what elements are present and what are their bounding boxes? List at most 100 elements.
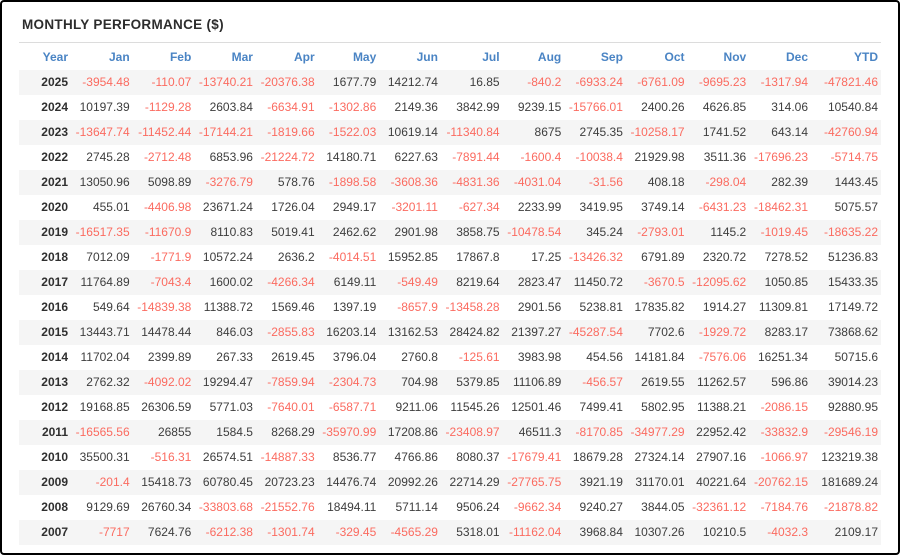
value-cell: 10572.24 bbox=[202, 250, 253, 264]
value-cell: -125.61 bbox=[458, 350, 500, 364]
value-cell: -329.45 bbox=[335, 525, 377, 539]
column-header-ytd[interactable]: YTD bbox=[854, 50, 878, 64]
value-cell: -11452.44 bbox=[138, 125, 192, 139]
value-cell: 8536.77 bbox=[332, 450, 377, 464]
value-cell: 21397.27 bbox=[511, 325, 562, 339]
value-cell: 6791.89 bbox=[641, 250, 685, 264]
value-cell: 28424.82 bbox=[449, 325, 500, 339]
table-row: 2012 19168.85 26306.59 5771.03 -7640.01 -6587… bbox=[19, 395, 881, 420]
value-cell: 3968.84 bbox=[579, 525, 623, 539]
value-cell: -34977.29 bbox=[630, 425, 685, 439]
value-cell: -17696.23 bbox=[753, 150, 808, 164]
value-cell: 15952.85 bbox=[387, 250, 438, 264]
value-cell: 40221.64 bbox=[696, 475, 747, 489]
column-header-jan[interactable]: Jan bbox=[108, 50, 130, 64]
value-cell: 2619.55 bbox=[641, 375, 685, 389]
value-cell: 22714.29 bbox=[449, 475, 500, 489]
column-header-feb[interactable]: Feb bbox=[169, 50, 192, 64]
value-cell: 3858.75 bbox=[456, 225, 500, 239]
value-cell: -42760.94 bbox=[823, 125, 878, 139]
value-cell: -9662.34 bbox=[513, 500, 562, 514]
column-header-jul[interactable]: Jul bbox=[482, 50, 500, 64]
value-cell: 9129.69 bbox=[86, 500, 130, 514]
value-cell: -29546.19 bbox=[823, 425, 878, 439]
column-header-aug[interactable]: Aug bbox=[537, 50, 562, 64]
value-cell: 27324.14 bbox=[634, 450, 685, 464]
year-cell: 2008 bbox=[41, 500, 68, 514]
value-cell: -110.07 bbox=[151, 75, 192, 89]
value-cell: -20762.15 bbox=[753, 475, 808, 489]
column-header-year[interactable]: Year bbox=[42, 50, 68, 64]
value-cell: 3983.98 bbox=[517, 350, 562, 364]
value-cell: -1019.45 bbox=[760, 225, 808, 239]
value-cell: -18462.31 bbox=[753, 200, 808, 214]
year-cell: 2007 bbox=[41, 525, 68, 539]
year-cell: 2014 bbox=[41, 350, 68, 364]
year-cell: 2009 bbox=[41, 475, 68, 489]
value-cell: 8219.64 bbox=[456, 275, 500, 289]
value-cell: 46511.3 bbox=[518, 425, 562, 439]
value-cell: -16517.35 bbox=[75, 225, 130, 239]
value-cell: -2712.48 bbox=[143, 150, 192, 164]
value-cell: -1929.72 bbox=[698, 325, 747, 339]
value-cell: -6431.23 bbox=[698, 200, 747, 214]
year-cell: 2018 bbox=[41, 250, 68, 264]
value-cell: 2636.2 bbox=[277, 250, 315, 264]
value-cell: 6853.96 bbox=[209, 150, 253, 164]
value-cell: 17835.82 bbox=[634, 300, 685, 314]
value-cell: 14181.84 bbox=[634, 350, 685, 364]
value-cell: -7859.94 bbox=[267, 375, 315, 389]
value-cell: -9695.23 bbox=[698, 75, 747, 89]
value-cell: -11162.04 bbox=[508, 525, 562, 539]
column-header-sep[interactable]: Sep bbox=[600, 50, 623, 64]
value-cell: -13647.74 bbox=[75, 125, 130, 139]
value-cell: 846.03 bbox=[216, 325, 253, 339]
value-cell: -2793.01 bbox=[637, 225, 685, 239]
column-header-oct[interactable]: Oct bbox=[664, 50, 685, 64]
year-cell: 2011 bbox=[41, 425, 68, 439]
value-cell: -8657.9 bbox=[397, 300, 438, 314]
value-cell: 2462.62 bbox=[332, 225, 377, 239]
value-cell: -627.34 bbox=[458, 200, 500, 214]
column-header-mar[interactable]: Mar bbox=[231, 50, 253, 64]
value-cell: -6761.09 bbox=[637, 75, 685, 89]
value-cell: -1301.74 bbox=[267, 525, 315, 539]
value-cell: -2855.83 bbox=[267, 325, 315, 339]
value-cell: -5714.75 bbox=[830, 150, 878, 164]
value-cell: 3511.36 bbox=[703, 150, 747, 164]
column-header-jun[interactable]: Jun bbox=[416, 50, 438, 64]
table-row: 2020 455.01 -4406.98 23671.24 1726.04 2949.17… bbox=[19, 195, 881, 220]
value-cell: 9211.06 bbox=[395, 400, 438, 414]
value-cell: 2901.98 bbox=[394, 225, 438, 239]
value-cell: 267.33 bbox=[216, 350, 253, 364]
column-header-dec[interactable]: Dec bbox=[785, 50, 808, 64]
value-cell: 11309.81 bbox=[758, 300, 808, 314]
value-cell: 3921.19 bbox=[579, 475, 623, 489]
year-cell: 2013 bbox=[41, 375, 68, 389]
value-cell: -17144.21 bbox=[198, 125, 253, 139]
value-cell: -549.49 bbox=[397, 275, 438, 289]
value-cell: -3670.5 bbox=[643, 275, 685, 289]
value-cell: 1584.5 bbox=[216, 425, 253, 439]
column-header-may[interactable]: May bbox=[352, 50, 377, 64]
value-cell: -12095.62 bbox=[692, 275, 747, 289]
value-cell: 16203.14 bbox=[326, 325, 377, 339]
value-cell: 2109.17 bbox=[834, 525, 878, 539]
value-cell: 18679.28 bbox=[572, 450, 623, 464]
table-body: 2025 -3954.48 -110.07 -13740.21 -20376.38 167… bbox=[19, 70, 881, 545]
value-cell: 17208.86 bbox=[387, 425, 438, 439]
value-cell: 15433.35 bbox=[827, 275, 878, 289]
value-cell: 454.56 bbox=[586, 350, 623, 364]
value-cell: -1522.03 bbox=[328, 125, 377, 139]
column-header-nov[interactable]: Nov bbox=[723, 50, 747, 64]
value-cell: -6212.38 bbox=[205, 525, 253, 539]
table-row: 2021 13050.96 5098.89 -3276.79 578.76 -1898.5… bbox=[19, 170, 881, 195]
column-header-apr[interactable]: Apr bbox=[293, 50, 315, 64]
table-row: 2013 2762.32 -4092.02 19294.47 -7859.94 -2304… bbox=[19, 370, 881, 395]
value-cell: 123219.38 bbox=[821, 450, 878, 464]
year-cell: 2017 bbox=[41, 275, 68, 289]
value-cell: -3608.36 bbox=[390, 175, 438, 189]
value-cell: 549.64 bbox=[92, 300, 130, 314]
value-cell: 5379.85 bbox=[456, 375, 500, 389]
